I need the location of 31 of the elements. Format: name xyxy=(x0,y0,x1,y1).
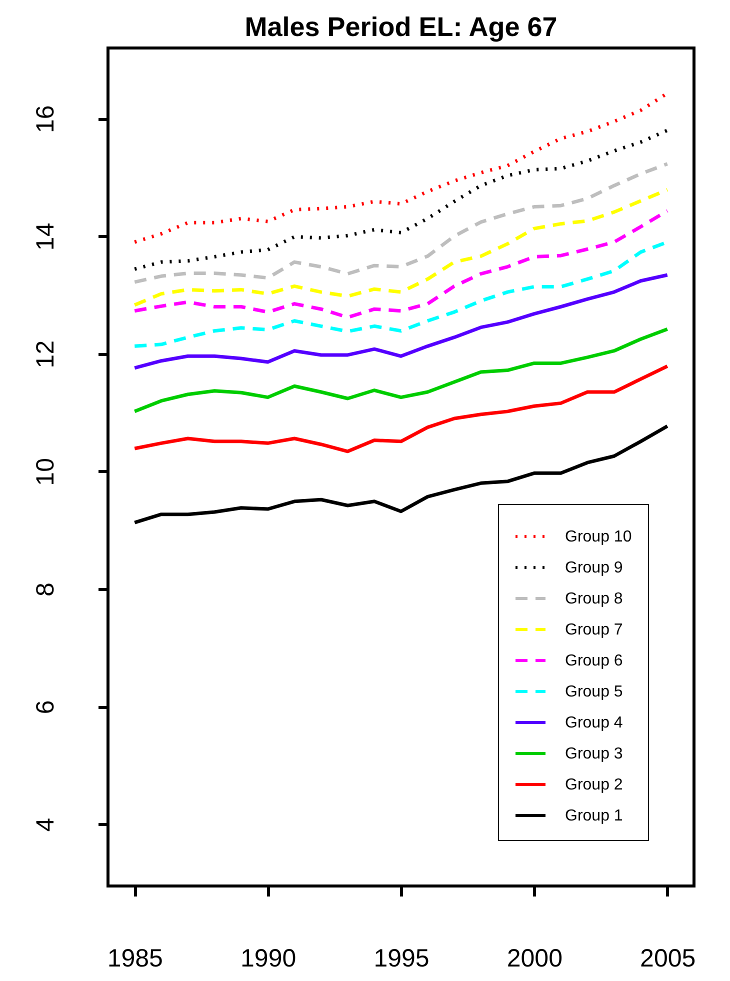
y-tick-label: 14 xyxy=(32,222,60,251)
legend-label: Group 7 xyxy=(565,622,623,638)
line-series xyxy=(132,188,670,307)
legend-label: Group 3 xyxy=(565,746,623,762)
y-tick-label: 16 xyxy=(32,105,60,133)
line-series xyxy=(132,128,670,271)
legend-label: Group 10 xyxy=(565,528,632,546)
legend-label: Group 8 xyxy=(565,590,623,608)
line-series xyxy=(132,209,670,320)
line-series xyxy=(132,424,670,524)
x-tick-label: 2005 xyxy=(640,944,696,972)
legend-label: Group 5 xyxy=(565,684,623,700)
x-tick-label: 2000 xyxy=(506,944,562,972)
y-tick-label: 8 xyxy=(32,582,60,596)
legend-label: Group 4 xyxy=(565,714,623,732)
line-series xyxy=(132,327,670,414)
x-tick-label: 1995 xyxy=(374,944,430,972)
y-tick-label: 6 xyxy=(32,700,60,714)
line-series xyxy=(132,364,670,454)
legend-label: Group 2 xyxy=(565,776,623,794)
line-series xyxy=(132,273,670,370)
chart-title: Males Period EL: Age 67 xyxy=(244,12,558,42)
legend-label: Group 1 xyxy=(565,808,623,824)
y-tick-label: 10 xyxy=(32,458,60,486)
legend-label: Group 6 xyxy=(565,652,623,670)
legend-label: Group 9 xyxy=(565,560,623,576)
x-tick-label: 1990 xyxy=(240,944,296,972)
x-tick-label: 1985 xyxy=(107,944,163,972)
y-tick-label: 4 xyxy=(32,818,60,832)
line-series xyxy=(132,162,670,284)
y-tick-label: 12 xyxy=(32,340,60,368)
